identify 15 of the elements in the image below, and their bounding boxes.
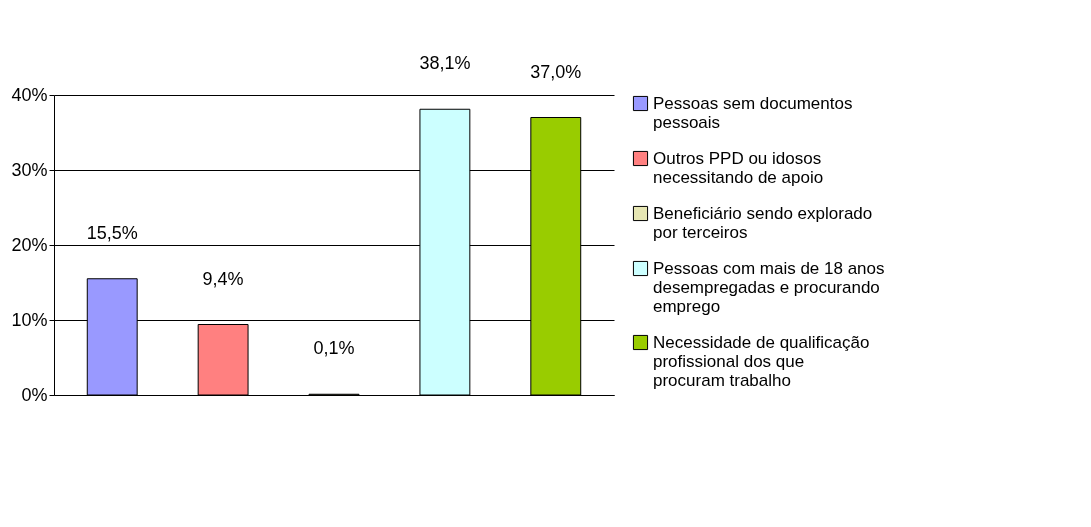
data-label: 38,1%: [419, 53, 471, 74]
data-label: 9,4%: [202, 268, 244, 289]
y-tick-label: 40%: [11, 84, 48, 105]
data-label: 15,5%: [86, 222, 138, 243]
data-label: 37,0%: [530, 61, 582, 82]
y-tick-label: 20%: [11, 234, 48, 255]
legend-label: Pessoas sem documentos pessoais: [653, 93, 853, 132]
y-tick-label: 10%: [11, 309, 48, 330]
legend-label: Necessidade de qualificação profissional dos que procuram trabalho: [653, 332, 870, 390]
legend-label: Pessoas com mais de 18 anos desempregadas e procurando emprego: [653, 258, 885, 316]
y-tick-label: 30%: [11, 159, 48, 180]
legend-label: Outros PPD ou idosos necessitando de apoio: [653, 148, 824, 187]
data-label: 0,1%: [313, 338, 355, 359]
legend-label: Beneficiário sendo explorado por terceiros: [653, 203, 873, 242]
y-tick-label: 0%: [21, 384, 48, 405]
